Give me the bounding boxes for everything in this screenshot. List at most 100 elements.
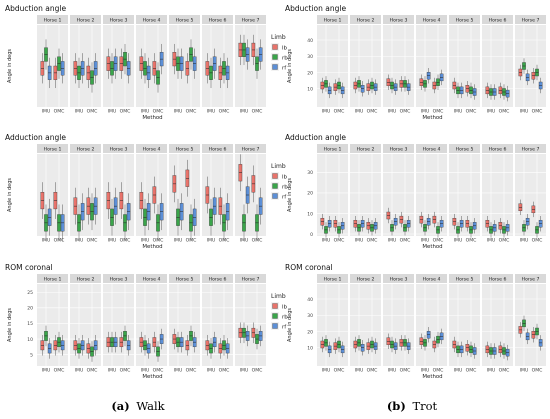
facet-label: Horse 1 <box>324 18 342 24</box>
facet-label: Horse 3 <box>390 277 408 283</box>
x-tick-label: OMC <box>334 238 345 244</box>
facet-label: Horse 4 <box>423 277 441 283</box>
x-tick-label: IMU <box>240 109 249 115</box>
facet-label: Horse 4 <box>143 147 161 153</box>
facet-label: Horse 2 <box>357 277 375 283</box>
facet-strip <box>383 274 414 283</box>
x-tick-label: IMU <box>421 109 430 115</box>
x-tick-label: IMU <box>388 368 397 374</box>
facet-strip <box>482 15 513 24</box>
facet-label: Horse 4 <box>143 277 161 283</box>
facet-strip <box>317 144 348 153</box>
facet-strip <box>70 144 101 153</box>
facet-label: Horse 6 <box>209 277 227 283</box>
facet-strip <box>383 15 414 24</box>
x-tick-label: OMC <box>252 109 263 115</box>
y-tick-label: 20 <box>27 306 33 312</box>
facet-strip <box>202 15 233 24</box>
facet-strip <box>103 15 134 24</box>
caption-trot: (b) Trot <box>387 399 438 413</box>
x-tick-label: OMC <box>532 368 543 374</box>
x-tick-label: IMU <box>108 109 117 115</box>
facet-strip <box>515 15 546 24</box>
facet-label: Horse 6 <box>489 147 507 153</box>
facet-label: Horse 2 <box>357 18 375 24</box>
facet-background <box>235 284 266 366</box>
facet-label: Horse 7 <box>242 18 260 24</box>
facet-label: Horse 4 <box>423 18 441 24</box>
facet-label: Horse 7 <box>242 147 260 153</box>
facet-strip <box>136 144 167 153</box>
y-tick-label: 40 <box>307 297 313 303</box>
x-tick-label: OMC <box>186 109 197 115</box>
x-tick-label: OMC <box>186 368 197 374</box>
facet-strip <box>70 274 101 283</box>
x-tick-label: IMU <box>240 238 249 244</box>
x-axis-label: Method <box>142 374 162 380</box>
y-axis-label: Angle in degs <box>7 178 13 212</box>
facet-label: Horse 4 <box>423 147 441 153</box>
x-tick-label: OMC <box>120 368 131 374</box>
legend-label: rf <box>282 324 287 330</box>
y-tick-label: 40 <box>307 38 313 44</box>
panel-title: Abduction angle <box>5 4 66 13</box>
facet-label: Horse 1 <box>324 277 342 283</box>
legend-key-rf <box>272 323 278 329</box>
x-axis-label: Method <box>422 115 442 121</box>
facet-label: Horse 2 <box>77 147 95 153</box>
facet-label: Horse 2 <box>77 277 95 283</box>
x-tick-label: OMC <box>219 109 230 115</box>
x-tick-label: OMC <box>466 109 477 115</box>
facet-label: Horse 3 <box>110 18 128 24</box>
facet-strip <box>235 144 266 153</box>
facet-strip <box>317 274 348 283</box>
facet-strip <box>383 144 414 153</box>
x-tick-label: OMC <box>433 368 444 374</box>
facet-strip <box>169 15 200 24</box>
facet-strip <box>37 15 68 24</box>
x-tick-label: IMU <box>388 238 397 244</box>
y-tick-label: 15 <box>27 321 33 327</box>
y-axis-label: Angle in degs <box>287 178 293 212</box>
x-tick-label: OMC <box>532 109 543 115</box>
facet-strip <box>202 144 233 153</box>
legend-title: Limb <box>271 293 286 300</box>
x-tick-label: IMU <box>75 368 84 374</box>
facet-strip <box>169 274 200 283</box>
x-axis-label: Method <box>142 244 162 250</box>
x-tick-label: OMC <box>400 109 411 115</box>
x-tick-label: IMU <box>240 368 249 374</box>
facet-label: Horse 6 <box>209 18 227 24</box>
legend-label: rf <box>282 194 287 200</box>
x-tick-label: OMC <box>499 368 510 374</box>
legend-key-rb <box>272 183 278 189</box>
facet-strip <box>350 274 381 283</box>
panel-title: ROM coronal <box>5 263 53 272</box>
facet-label: Horse 4 <box>143 18 161 24</box>
panel-title: Adduction angle <box>285 133 346 142</box>
facet-strip <box>350 144 381 153</box>
x-tick-label: OMC <box>499 238 510 244</box>
facet-label: Horse 5 <box>456 18 474 24</box>
facet-strip <box>202 274 233 283</box>
facet-label: Horse 7 <box>522 18 540 24</box>
x-tick-label: OMC <box>54 368 65 374</box>
facet-strip <box>37 274 68 283</box>
x-tick-label: IMU <box>141 238 150 244</box>
facet-label: Horse 3 <box>110 147 128 153</box>
facet-strip <box>235 274 266 283</box>
facet-background <box>202 284 233 366</box>
caption-walk-text: Walk <box>136 399 165 413</box>
x-tick-label: IMU <box>487 238 496 244</box>
x-tick-label: IMU <box>520 109 529 115</box>
x-tick-label: IMU <box>520 368 529 374</box>
facet-label: Horse 3 <box>390 147 408 153</box>
x-axis-label: Method <box>142 115 162 121</box>
y-tick-label: 20 <box>307 70 313 76</box>
panel-title: Adduction angle <box>5 133 66 142</box>
x-tick-label: OMC <box>87 368 98 374</box>
facet-label: Horse 3 <box>110 277 128 283</box>
